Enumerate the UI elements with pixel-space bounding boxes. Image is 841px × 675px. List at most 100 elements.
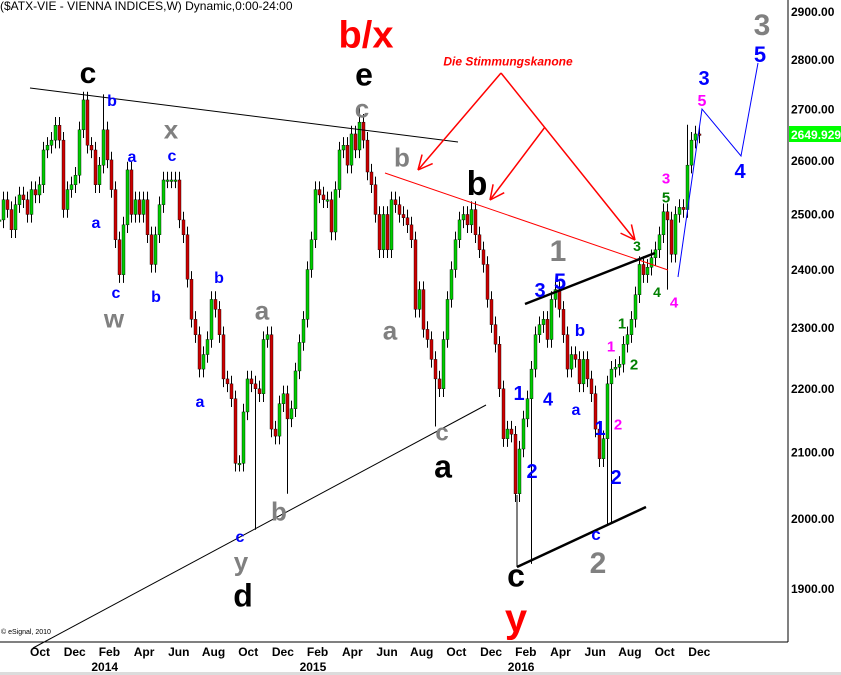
y-tick-label: 2000.00 xyxy=(791,512,835,526)
candle-body xyxy=(145,199,150,235)
wave-label: 4 xyxy=(734,161,746,183)
candle-body xyxy=(377,214,382,251)
wave-label: x xyxy=(164,114,179,144)
candle-body xyxy=(457,219,462,240)
candle-body xyxy=(321,194,326,200)
candle-body xyxy=(225,378,230,385)
candle-body xyxy=(413,239,418,310)
candle-body xyxy=(65,189,70,210)
candle-body xyxy=(77,129,82,176)
candle-body xyxy=(657,234,662,251)
candle-body xyxy=(349,133,354,166)
candle-body xyxy=(57,125,62,141)
candle-body xyxy=(173,179,178,182)
x-tick-label: Aug xyxy=(410,645,433,659)
candle-body xyxy=(401,214,406,218)
candle-body xyxy=(141,199,146,215)
y-tick-label: 1900.00 xyxy=(791,582,835,596)
wave-label: d xyxy=(233,578,253,614)
candle-body xyxy=(9,209,14,231)
candle-body xyxy=(501,388,506,439)
wave-label: 1 xyxy=(513,383,524,405)
candle-body xyxy=(517,448,522,495)
candle-body xyxy=(345,145,350,166)
x-year-label: 2015 xyxy=(300,660,327,674)
x-year-label: 2016 xyxy=(508,660,535,674)
candle-body xyxy=(429,339,434,360)
wave-label: 3 xyxy=(698,68,709,90)
wave-label: c xyxy=(507,558,525,594)
candle-body xyxy=(125,169,130,226)
candle-body xyxy=(605,383,610,439)
arrow-to-b-grey-head xyxy=(417,154,423,171)
candle-body xyxy=(37,184,42,196)
wave-label: 5 xyxy=(754,42,766,67)
candle-body xyxy=(381,214,386,251)
candle-body xyxy=(109,159,114,190)
x-tick-label: Dec xyxy=(480,645,502,659)
x-tick-label: Apr xyxy=(342,645,363,659)
wave-label: 3 xyxy=(754,9,771,42)
x-tick-label: Feb xyxy=(515,645,536,659)
candle-body xyxy=(693,133,698,141)
candle-body xyxy=(245,378,250,413)
x-tick-label: Oct xyxy=(655,645,675,659)
candle-body xyxy=(529,368,534,399)
candle-body xyxy=(325,199,330,202)
candle-body xyxy=(489,299,494,325)
candle-body xyxy=(293,370,298,409)
wave-2-channel-line xyxy=(516,505,647,569)
candle-body xyxy=(53,125,58,141)
candle-body xyxy=(661,211,666,235)
arrow-to-b-grey-head xyxy=(417,162,433,171)
candle-body xyxy=(121,224,126,275)
candle-body xyxy=(341,145,346,151)
candle-body xyxy=(421,289,426,330)
candle-body xyxy=(561,309,566,335)
candle-body xyxy=(617,364,622,368)
chart-title: ($ATX-VIE - VIENNA INDICES,W) Dynamic,0:… xyxy=(0,0,293,13)
candle-body xyxy=(505,428,510,439)
candle-body xyxy=(521,418,526,450)
wave-label: c xyxy=(435,420,448,447)
candle-body xyxy=(229,383,234,399)
candle-body xyxy=(317,189,322,196)
candle-body xyxy=(5,199,10,210)
x-tick-label: Dec xyxy=(272,645,294,659)
arrow-to-b-grey xyxy=(417,72,502,171)
wave-label: a xyxy=(92,215,101,232)
wave-label: 1 xyxy=(550,235,567,268)
candle-body xyxy=(157,204,162,235)
arrow-to-wave-3-head xyxy=(620,232,636,241)
wave-label: y xyxy=(234,546,249,576)
candle-body xyxy=(101,129,106,166)
candle-body xyxy=(673,214,678,255)
wave-label: 4 xyxy=(543,389,553,409)
candle-body xyxy=(193,319,198,335)
x-tick-label: Dec xyxy=(688,645,710,659)
candle-body xyxy=(333,189,338,233)
arrow-to-wave-3-head xyxy=(630,224,636,241)
candle-body xyxy=(261,339,266,394)
wave-label: Die Stimmungskanone xyxy=(443,54,573,68)
wave-label: 3 xyxy=(534,280,545,302)
candle-body xyxy=(509,428,514,435)
wave-label: c xyxy=(112,285,121,302)
wave-label: b xyxy=(151,289,161,306)
x-tick-label: Oct xyxy=(238,645,258,659)
candle-body xyxy=(73,174,78,185)
wave-label: a xyxy=(128,149,137,166)
candle-body xyxy=(593,393,598,430)
wave-label: 2 xyxy=(614,416,622,433)
y-tick-label: 2400.00 xyxy=(791,263,835,277)
wave-label: b xyxy=(271,496,287,526)
candle-body xyxy=(497,344,502,390)
candle-body xyxy=(25,199,30,215)
candle-body xyxy=(469,209,474,226)
candle-body xyxy=(437,378,442,390)
candle-body xyxy=(581,359,586,385)
candle-body xyxy=(33,189,38,196)
candle-body xyxy=(629,319,634,335)
candle-body xyxy=(285,393,290,420)
